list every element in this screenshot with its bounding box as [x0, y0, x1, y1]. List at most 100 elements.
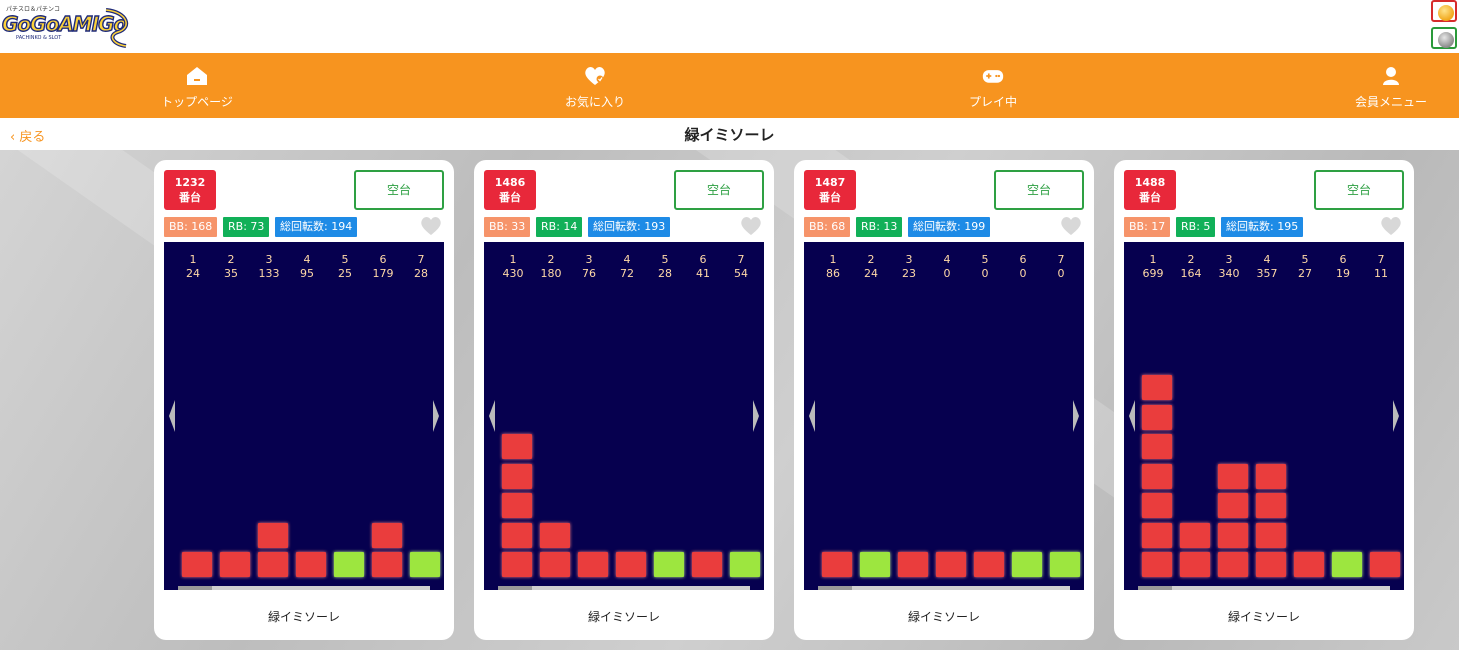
history-block: [1142, 552, 1172, 577]
logo-main-text: GoGoAMIGo: [1, 11, 128, 36]
history-block: [372, 552, 402, 577]
history-column-label: 7 54: [726, 253, 756, 281]
graph-next-arrow-icon[interactable]: [752, 400, 760, 432]
history-spins: 28: [414, 267, 428, 280]
history-block: [258, 552, 288, 577]
heart-icon: [585, 67, 605, 85]
rb-count: RB: 13: [856, 217, 903, 237]
machine-card[interactable]: 1488 番台 空台 BB: 17 RB: 5 総回転数: 195 1 699 2 164 3 340…: [1114, 160, 1414, 640]
history-column-label: 5 28: [650, 253, 680, 281]
history-block: [1256, 493, 1286, 518]
graph-scrollbar-thumb[interactable]: [1138, 586, 1172, 590]
history-graph[interactable]: 1 430 2 180 3 76 4 72 5 28 6 41 7 54: [484, 242, 764, 590]
history-column-label: 2 24: [856, 253, 886, 281]
history-spins: 24: [186, 267, 200, 280]
history-index: 7: [1057, 253, 1065, 266]
gold-coin-icon: [1438, 5, 1454, 21]
graph-scrollbar[interactable]: [498, 586, 750, 590]
history-block: [1180, 522, 1210, 548]
history-block: [616, 552, 646, 577]
history-index: 6: [699, 253, 707, 266]
machine-number: 1488: [1134, 176, 1166, 189]
history-graph[interactable]: 1 86 2 24 3 23 4 0 5 0 6 0 7 0: [804, 242, 1084, 590]
history-index: 5: [1301, 253, 1309, 266]
history-index: 3: [585, 253, 593, 266]
history-block: [654, 552, 684, 577]
history-index: 5: [341, 253, 349, 266]
history-column-label: 6 19: [1328, 253, 1358, 281]
machine-card[interactable]: 1232 番台 空台 BB: 168 RB: 73 総回転数: 194 1 24 2 35 3 133…: [154, 160, 454, 640]
bb-count: BB: 17: [1124, 217, 1171, 237]
machine-number-suffix: 番台: [819, 191, 841, 204]
graph-scrollbar-thumb[interactable]: [178, 586, 212, 590]
graph-scrollbar[interactable]: [1138, 586, 1390, 590]
history-index: 5: [981, 253, 989, 266]
back-link[interactable]: ‹ 戻る: [10, 126, 45, 145]
nav-member-menu[interactable]: 会員メニュー: [1321, 53, 1459, 118]
history-column-label: 6 41: [688, 253, 718, 281]
graph-scrollbar-thumb[interactable]: [818, 586, 852, 590]
graph-next-arrow-icon[interactable]: [1392, 400, 1400, 432]
machine-card[interactable]: 1487 番台 空台 BB: 68 RB: 13 総回転数: 199 1 86 2 24 3 23 4 0…: [794, 160, 1094, 640]
history-block: [860, 552, 890, 577]
graph-next-arrow-icon[interactable]: [432, 400, 440, 432]
graph-prev-arrow-icon[interactable]: [168, 400, 176, 432]
vacant-button[interactable]: 空台: [354, 170, 444, 210]
graph-next-arrow-icon[interactable]: [1072, 400, 1080, 432]
history-spins: 430: [502, 267, 524, 280]
machine-card[interactable]: 1486 番台 空台 BB: 33 RB: 14 総回転数: 193 1 430 2 180 3 76…: [474, 160, 774, 640]
site-logo[interactable]: パチスロ＆パチンコ GoGoAMIGo PACHINKO & SLOT: [1, 2, 132, 50]
graph-prev-arrow-icon[interactable]: [488, 400, 496, 432]
history-spins: 0: [943, 267, 951, 280]
history-spins: 699: [1142, 267, 1164, 280]
history-column-label: 4 357: [1252, 253, 1282, 281]
machine-number-suffix: 番台: [179, 191, 201, 204]
favorite-heart-icon[interactable]: [740, 216, 762, 236]
history-spins: 41: [696, 267, 710, 280]
favorite-heart-icon[interactable]: [1060, 216, 1082, 236]
nav-playing[interactable]: プレイ中: [923, 53, 1063, 118]
nav-favorites[interactable]: お気に入り: [525, 53, 665, 118]
history-index: 4: [1263, 253, 1271, 266]
history-block: [258, 522, 288, 548]
nav-top-page[interactable]: トップページ: [127, 53, 267, 118]
gold-coin-button[interactable]: [1431, 0, 1457, 22]
vacant-button[interactable]: 空台: [674, 170, 764, 210]
vacant-button[interactable]: 空台: [1314, 170, 1404, 210]
history-spins: 86: [826, 267, 840, 280]
history-spins: 0: [981, 267, 989, 280]
history-index: 5: [661, 253, 669, 266]
history-spins: 340: [1218, 267, 1240, 280]
total-spins: 総回転数: 199: [908, 217, 991, 237]
history-block: [1142, 463, 1172, 489]
history-block: [296, 552, 326, 577]
nav-top-page-label: トップページ: [161, 95, 233, 109]
total-spins: 総回転数: 195: [1221, 217, 1304, 237]
history-index: 1: [1149, 253, 1157, 266]
nav-member-menu-label: 会員メニュー: [1354, 95, 1427, 109]
history-index: 2: [1187, 253, 1195, 266]
favorite-heart-icon[interactable]: [1380, 216, 1402, 236]
gamepad-icon: [982, 70, 1004, 83]
graph-prev-arrow-icon[interactable]: [1128, 400, 1136, 432]
graph-scrollbar[interactable]: [818, 586, 1070, 590]
vacant-button[interactable]: 空台: [994, 170, 1084, 210]
history-block: [1218, 522, 1248, 548]
silver-coin-button[interactable]: [1431, 27, 1457, 49]
history-block: [502, 493, 532, 518]
history-index: 3: [1225, 253, 1233, 266]
graph-prev-arrow-icon[interactable]: [808, 400, 816, 432]
graph-scrollbar[interactable]: [178, 586, 430, 590]
history-spins: 23: [902, 267, 916, 280]
graph-scrollbar-thumb[interactable]: [498, 586, 532, 590]
history-graph[interactable]: 1 24 2 35 3 133 4 95 5 25 6 179 7 28: [164, 242, 444, 590]
history-block: [1142, 493, 1172, 518]
bb-count: BB: 168: [164, 217, 218, 237]
history-column-label: 5 25: [330, 253, 360, 281]
history-graph[interactable]: 1 699 2 164 3 340 4 357 5 27 6 19 7 11: [1124, 242, 1404, 590]
history-index: 3: [905, 253, 913, 266]
history-block: [502, 463, 532, 489]
favorite-heart-icon[interactable]: [420, 216, 442, 236]
history-block: [1218, 463, 1248, 489]
